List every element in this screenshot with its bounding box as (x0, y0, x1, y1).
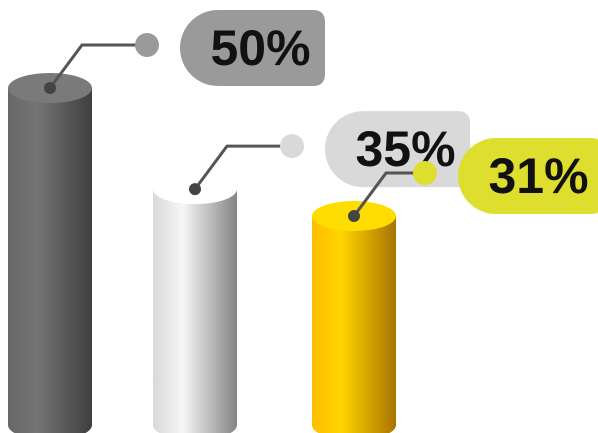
label-pill (458, 138, 598, 215)
value-label: 31% (488, 148, 588, 204)
label-pill (180, 10, 325, 86)
connector (352, 171, 416, 217)
cylinder-bar (153, 189, 237, 433)
connector (48, 43, 138, 89)
connector-dot (348, 210, 360, 223)
connector-dot (135, 33, 159, 57)
connector-dot (280, 134, 304, 159)
connector-dot (413, 161, 437, 186)
connector-dot (189, 183, 201, 196)
cylinder-bar (312, 216, 396, 433)
connector-dot (44, 82, 56, 94)
cylinder-bar (8, 88, 92, 433)
value-label: 35% (355, 121, 455, 177)
connector (193, 144, 283, 190)
value-label: 50% (210, 20, 310, 76)
